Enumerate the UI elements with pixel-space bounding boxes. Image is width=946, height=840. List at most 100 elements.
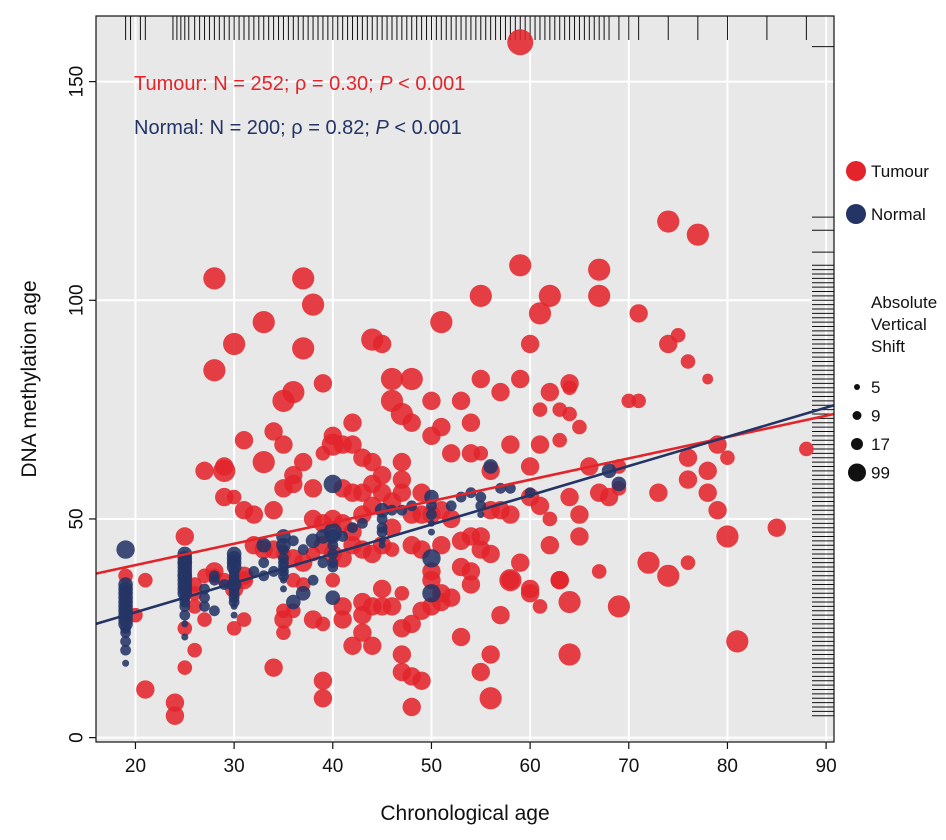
size-legend-label: 5 <box>871 378 880 397</box>
size-legend-entries: 5 9 17 99 <box>848 378 890 483</box>
tumour-point <box>315 616 331 632</box>
size-legend-marker <box>852 411 862 420</box>
normal-point <box>297 544 309 555</box>
tumour-point <box>441 588 461 607</box>
top-rug <box>125 16 807 40</box>
normal-point <box>445 500 457 512</box>
tumour-point <box>313 689 333 708</box>
tumour-point <box>187 642 202 658</box>
tumour-point <box>680 555 696 570</box>
tumour-point <box>353 623 372 642</box>
tumour-point <box>392 645 412 664</box>
tumour-point <box>726 630 749 653</box>
tumour-point <box>520 584 540 603</box>
normal-stats-annotation: Normal: N = 200; ρ = 0.82; P < 0.001 <box>134 117 462 139</box>
tumour-p-value: < 0.001 <box>393 73 466 95</box>
tumour-point <box>698 461 717 481</box>
tumour-point <box>631 393 646 409</box>
normal-point <box>315 529 331 544</box>
normal-point <box>477 511 485 519</box>
tumour-point <box>520 334 540 354</box>
tumour-point <box>264 422 283 441</box>
tumour-point <box>532 599 548 614</box>
tumour-point <box>165 693 185 712</box>
tumour-point <box>558 590 581 614</box>
normal-point <box>307 574 319 586</box>
tumour-point <box>412 671 431 690</box>
tumour-point <box>678 470 698 489</box>
tumour-point <box>588 258 611 281</box>
tumour-point <box>471 369 490 389</box>
tumour-point <box>716 525 739 548</box>
tumour-point <box>392 470 412 489</box>
tumour-point <box>402 697 421 717</box>
legend-tumour-marker <box>846 161 866 181</box>
size-legend-label: 99 <box>871 464 890 483</box>
tumour-point <box>315 446 331 461</box>
tumour-point <box>530 496 550 516</box>
normal-point <box>286 594 301 610</box>
tumour-point <box>538 284 561 308</box>
size-legend-label: 9 <box>871 407 880 426</box>
tumour-point <box>292 337 315 360</box>
tumour-point <box>680 354 696 369</box>
normal-point <box>347 522 358 534</box>
tumour-point <box>272 389 295 412</box>
tumour-point <box>479 687 502 710</box>
normal-point <box>279 576 287 584</box>
size-legend-title-line-1: Absolute <box>871 293 937 312</box>
tumour-point <box>343 636 362 655</box>
x-tick-label: 80 <box>717 756 738 777</box>
y-axis-title: DNA methylation age <box>18 280 41 477</box>
legend-tumour-label: Tumour <box>871 162 929 181</box>
tumour-point <box>165 706 185 725</box>
tumour-point <box>432 535 451 555</box>
tumour-point <box>432 417 451 437</box>
normal-point <box>325 590 341 605</box>
y-tick-label: 150 <box>67 66 88 98</box>
tumour-point <box>177 620 193 636</box>
tumour-point <box>264 658 283 677</box>
size-legend-marker <box>851 438 863 450</box>
tumour-point <box>558 643 581 666</box>
normal-point <box>258 557 270 569</box>
x-tick-label: 60 <box>520 756 541 777</box>
tumour-point <box>511 553 530 572</box>
normal-point <box>122 659 130 667</box>
normal-point <box>199 601 210 612</box>
normal-point <box>327 561 339 573</box>
tumour-point <box>363 452 382 472</box>
legend-normal-label: Normal <box>871 205 926 224</box>
normal-point <box>376 513 388 525</box>
y-tick-label: 50 <box>67 508 88 529</box>
tumour-point <box>203 267 226 290</box>
legend: Tumour Normal Absolute Vertical Shift 5 9… <box>846 161 937 483</box>
tumour-point <box>461 413 481 432</box>
tumour-p-label: P <box>379 73 393 95</box>
tumour-point <box>570 505 589 524</box>
tumour-point <box>552 432 568 448</box>
tumour-stats-text: Tumour: N = 252; ρ = 0.30; <box>134 73 379 95</box>
tumour-point <box>244 505 264 524</box>
tumour-point <box>511 369 530 389</box>
size-legend-title-line-2: Vertical <box>871 315 927 334</box>
tumour-point <box>303 479 323 498</box>
tumour-point <box>441 444 461 463</box>
normal-point <box>256 537 272 553</box>
normal-point <box>376 526 388 538</box>
normal-regression-line <box>95 403 835 626</box>
x-axis-title: Chronological age <box>380 802 549 825</box>
axes: 20 30 40 50 60 70 80 90 0 50 100 150 <box>67 66 837 777</box>
normal-point <box>287 535 299 547</box>
tumour-point <box>767 518 786 537</box>
x-tick-label: 90 <box>816 756 837 777</box>
normal-point <box>120 644 131 656</box>
tumour-point <box>501 505 520 524</box>
tumour-point <box>252 311 275 334</box>
tumour-point <box>528 302 552 325</box>
tumour-point <box>276 625 291 640</box>
normal-point <box>179 601 191 612</box>
normal-point <box>295 586 311 601</box>
normal-point <box>427 528 435 536</box>
